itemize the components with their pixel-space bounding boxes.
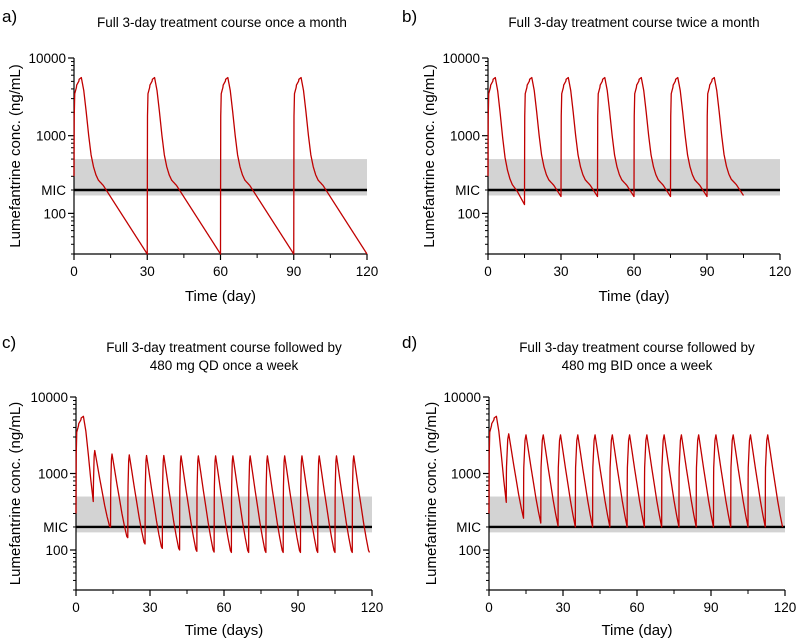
y-tick-label: 1000 (38, 466, 68, 481)
y-tick-label: 100 (458, 543, 481, 558)
x-tick-label: 0 (72, 600, 80, 615)
x-axis-label: Time (day) (185, 288, 256, 305)
chart-panel-a: a) Full 3-day treatment course once a mon… (2, 7, 378, 305)
x-tick-label: 120 (769, 264, 792, 279)
x-tick-label: 60 (216, 600, 231, 615)
chart-panel-c: c) Full 3-day treatment course followed b… (2, 333, 383, 639)
y-tick-label: 100 (457, 206, 480, 221)
y-axis-label: Lumefantrine conc. (ng/mL) (7, 64, 24, 247)
x-tick-label: 60 (213, 264, 228, 279)
y-tick-label: 100 (43, 206, 66, 221)
x-tick-label: 30 (142, 600, 157, 615)
chart-title: 480 mg QD once a week (150, 358, 299, 373)
panel-label: c) (2, 333, 16, 352)
x-tick-label: 30 (555, 600, 570, 615)
mic-tick-label: MIC (41, 183, 66, 198)
x-tick-label: 0 (484, 264, 492, 279)
x-tick-label: 0 (485, 600, 493, 615)
x-tick-label: 90 (290, 600, 305, 615)
y-tick-label: 1000 (450, 129, 480, 144)
chart-panel-b: b) Full 3-day treatment course twice a mo… (402, 7, 791, 305)
chart-title: Full 3-day treatment course twice a mont… (508, 15, 759, 30)
concentration-series-line (73, 76, 368, 255)
y-tick-label: 10000 (442, 51, 480, 66)
chart-title: Full 3-day treatment course followed by (106, 340, 342, 355)
panel-label: a) (2, 7, 17, 26)
x-tick-label: 90 (699, 264, 714, 279)
x-axis-label: Time (day) (601, 622, 672, 639)
concentration-series-line (487, 76, 745, 206)
mic-tick-label: MIC (455, 183, 480, 198)
x-axis-label: Time (days) (185, 622, 264, 639)
x-tick-label: 0 (70, 264, 78, 279)
concentration-series-line (75, 415, 371, 554)
y-axis-label: Lumefantrine conc. (ng/mL) (423, 402, 440, 585)
y-tick-label: 1000 (36, 129, 66, 144)
x-tick-label: 30 (553, 264, 568, 279)
y-tick-label: 100 (45, 543, 68, 558)
x-tick-label: 90 (703, 600, 718, 615)
x-tick-label: 30 (140, 264, 155, 279)
y-tick-label: 10000 (30, 390, 68, 405)
x-tick-label: 120 (356, 264, 379, 279)
x-tick-label: 60 (629, 600, 644, 615)
x-axis-label: Time (day) (598, 288, 669, 305)
x-tick-label: 90 (286, 264, 301, 279)
chart-panel-d: d) Full 3-day treatment course followed b… (402, 333, 796, 639)
x-tick-label: 60 (626, 264, 641, 279)
mic-tick-label: MIC (456, 520, 481, 535)
x-tick-label: 120 (774, 600, 797, 615)
y-tick-label: 10000 (443, 390, 481, 405)
y-axis-label: Lumefantrine conc. (ng/mL) (7, 402, 24, 585)
y-axis-label: Lumefantrine conc. (ng/mL) (421, 64, 438, 247)
y-tick-label: 1000 (451, 466, 481, 481)
concentration-series-line (488, 415, 784, 528)
chart-title: 480 mg BID once a week (562, 358, 713, 373)
mic-tick-label: MIC (43, 520, 68, 535)
x-tick-label: 120 (361, 600, 384, 615)
y-tick-label: 10000 (28, 51, 66, 66)
chart-title: Full 3-day treatment course once a month (97, 15, 347, 30)
chart-title: Full 3-day treatment course followed by (519, 340, 755, 355)
panel-label: d) (402, 333, 417, 352)
panel-label: b) (402, 7, 417, 26)
